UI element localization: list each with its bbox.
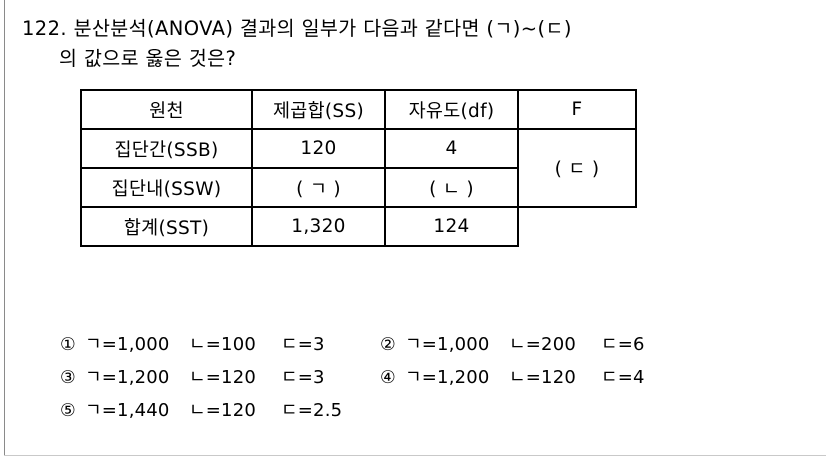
choice-row: ⑤ ㄱ=1,440 ㄴ=120 ㄷ=2.5	[60, 396, 800, 429]
choice-body-4: ㄱ=1,200 ㄴ=120 ㄷ=4	[405, 363, 661, 389]
table-header-row: 원천 제곱합(SS) 자유도(df) F	[80, 89, 637, 130]
table-row: 집단간(SSB) 120 4 ( ㄷ )	[80, 128, 637, 208]
table-row: 합계(SST) 1,320 124	[80, 206, 636, 247]
choice-5-term-g: ㄱ=1,440	[85, 400, 170, 421]
table-cell-df-ssw: ( ㄴ )	[384, 167, 519, 208]
choice-4-term-d: ㄷ=4	[601, 367, 645, 388]
answer-choice-3[interactable]: ③ ㄱ=1,200 ㄴ=120 ㄷ=3	[60, 363, 380, 389]
anova-table-container: 원천 제곱합(SS) 자유도(df) F 집단간(SSB) 120 4 ( ㄷ …	[80, 89, 637, 247]
choice-number-4: ④	[380, 368, 396, 388]
table-row: 집단내(SSW) ( ㄱ ) ( ㄴ )	[80, 167, 636, 208]
table-header-degrees-of-freedom: 자유도(df)	[384, 89, 519, 130]
table-cell-f-sst-empty	[518, 207, 636, 246]
choice-body-2: ㄱ=1,000 ㄴ=200 ㄷ=6	[405, 330, 661, 356]
table-cell-source-sst: 합계(SST)	[80, 206, 253, 247]
question-stem-line-2: 의 값으로 옳은 것은?	[59, 47, 237, 70]
choice-3-term-g: ㄱ=1,200	[85, 367, 170, 388]
choice-1-term-n: ㄴ=100	[189, 334, 256, 355]
table-cell-ss-ssb: 120	[251, 128, 386, 169]
choice-2-term-n: ㄴ=200	[509, 334, 576, 355]
table-cell-ss-ssw: ( ㄱ )	[251, 167, 386, 208]
answer-choice-1[interactable]: ① ㄱ=1,000 ㄴ=100 ㄷ=3	[60, 330, 380, 356]
choice-1-term-g: ㄱ=1,000	[85, 334, 170, 355]
choice-1-term-d: ㄷ=3	[281, 334, 325, 355]
choice-number-3: ③	[60, 368, 76, 388]
choice-row: ① ㄱ=1,000 ㄴ=100 ㄷ=3 ② ㄱ=1,000 ㄴ=200 ㄷ=6	[60, 330, 800, 363]
choice-5-term-d: ㄷ=2.5	[281, 400, 343, 421]
choice-2-term-d: ㄷ=6	[601, 334, 645, 355]
question-stem: 122. 분산분석(ANOVA) 결과의 일부가 다음과 같다면 (ㄱ)~(ㄷ)…	[22, 14, 812, 74]
choice-body-3: ㄱ=1,200 ㄴ=120 ㄷ=3	[85, 363, 341, 389]
choice-2-term-g: ㄱ=1,000	[405, 334, 490, 355]
anova-table: 원천 제곱합(SS) 자유도(df) F 집단간(SSB) 120 4 ( ㄷ …	[80, 89, 637, 247]
table-cell-source-ssw: 집단내(SSW)	[80, 167, 253, 208]
table-cell-ss-sst: 1,320	[251, 206, 386, 247]
table-header-source: 원천	[80, 89, 253, 130]
answer-choice-4[interactable]: ④ ㄱ=1,200 ㄴ=120 ㄷ=4	[380, 363, 720, 389]
choice-3-term-d: ㄷ=3	[281, 367, 325, 388]
choice-number-2: ②	[380, 335, 396, 355]
choice-5-term-n: ㄴ=120	[189, 400, 256, 421]
choice-row: ③ ㄱ=1,200 ㄴ=120 ㄷ=3 ④ ㄱ=1,200 ㄴ=120 ㄷ=4	[60, 363, 800, 396]
answer-choices: ① ㄱ=1,000 ㄴ=100 ㄷ=3 ② ㄱ=1,000 ㄴ=200 ㄷ=6 …	[60, 330, 800, 429]
page-border-left	[4, 0, 5, 456]
question-stem-line-1: 122. 분산분석(ANOVA) 결과의 일부가 다음과 같다면 (ㄱ)~(ㄷ)	[22, 17, 572, 40]
choice-3-term-n: ㄴ=120	[189, 367, 256, 388]
choice-body-1: ㄱ=1,000 ㄴ=100 ㄷ=3	[85, 330, 341, 356]
table-cell-df-sst: 124	[384, 206, 519, 247]
table-header-sum-of-squares: 제곱합(SS)	[251, 89, 386, 130]
table-cell-source-ssb: 집단간(SSB)	[80, 128, 253, 169]
answer-choice-2[interactable]: ② ㄱ=1,000 ㄴ=200 ㄷ=6	[380, 330, 720, 356]
choice-body-5: ㄱ=1,440 ㄴ=120 ㄷ=2.5	[85, 396, 342, 422]
table-cell-df-ssb: 4	[384, 128, 519, 169]
choice-4-term-g: ㄱ=1,200	[405, 367, 490, 388]
table-cell-f-merged: ( ㄷ )	[517, 128, 637, 208]
answer-choice-5[interactable]: ⑤ ㄱ=1,440 ㄴ=120 ㄷ=2.5	[60, 396, 380, 422]
table-header-f: F	[517, 89, 637, 130]
choice-number-1: ①	[60, 335, 76, 355]
choice-number-5: ⑤	[60, 401, 76, 421]
choice-4-term-n: ㄴ=120	[509, 367, 576, 388]
